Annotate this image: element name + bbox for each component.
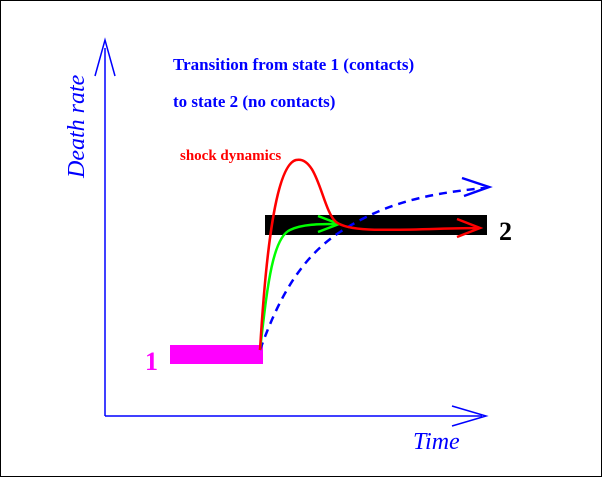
- x-axis: [105, 405, 489, 427]
- y-axis-label: Death rate: [64, 74, 90, 179]
- y-axis: [94, 37, 116, 416]
- shock-transition-curve: [258, 158, 484, 351]
- state-2-bar: [265, 215, 487, 235]
- shock-dynamics-label: shock dynamics: [180, 148, 281, 164]
- state-2-label: 2: [499, 217, 512, 246]
- title-line-1: Transition from state 1 (contacts): [173, 55, 414, 74]
- x-axis-label: Time: [413, 429, 460, 455]
- title-line-2: to state 2 (no contacts): [173, 92, 335, 111]
- slow-transition-curve: [258, 176, 493, 351]
- state-1-label: 1: [145, 347, 158, 376]
- state-1-bar: [170, 345, 263, 364]
